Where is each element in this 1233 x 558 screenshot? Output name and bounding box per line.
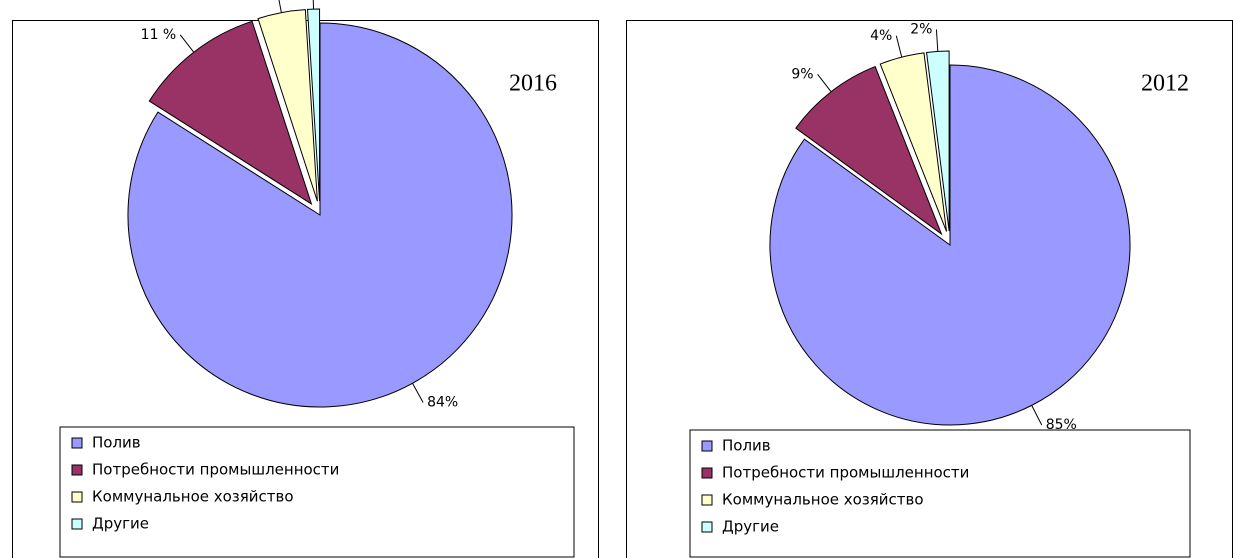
legend-swatch [71, 491, 83, 503]
legend-swatch [701, 440, 713, 452]
leader-line [312, 0, 315, 10]
legend-swatch [71, 437, 83, 449]
data-label: 9% [791, 66, 813, 82]
legend-label: Полив [722, 437, 771, 455]
leader-line [412, 383, 424, 403]
leader-line [1031, 405, 1043, 426]
legend-label: Другие [722, 518, 779, 536]
legend-label: Полив [92, 434, 141, 452]
legend-swatch [701, 521, 713, 533]
leader-line [817, 74, 832, 93]
legend [689, 429, 1191, 558]
leader-line [179, 34, 195, 53]
legend-label: Коммунальное хозяйство [722, 491, 924, 509]
data-label: 85% [1046, 417, 1077, 433]
leader-line [278, 0, 282, 13]
pie-slice [127, 22, 513, 408]
legend-swatch [71, 464, 83, 476]
data-label: 11 % [141, 27, 177, 43]
data-label: 84% [427, 395, 458, 411]
legend-swatch [701, 467, 713, 479]
legend-label: Коммунальное хозяйство [92, 488, 294, 506]
legend-swatch [71, 518, 83, 530]
pie-slice [926, 50, 950, 232]
legend-label: Другие [92, 515, 149, 533]
data-label: 4% [870, 28, 892, 44]
leader-line [935, 29, 939, 52]
legend-label: Потребности промышленности [722, 464, 969, 482]
leader-line [895, 35, 903, 58]
pie-slice [879, 52, 948, 232]
chart-title: 2012 [1141, 71, 1189, 97]
chart-title: 2016 [509, 71, 557, 97]
legend [59, 426, 575, 558]
pie-slice [257, 9, 318, 202]
data-label: 2% [910, 21, 932, 37]
legend-swatch [701, 494, 713, 506]
legend-label: Потребности промышленности [92, 461, 339, 479]
